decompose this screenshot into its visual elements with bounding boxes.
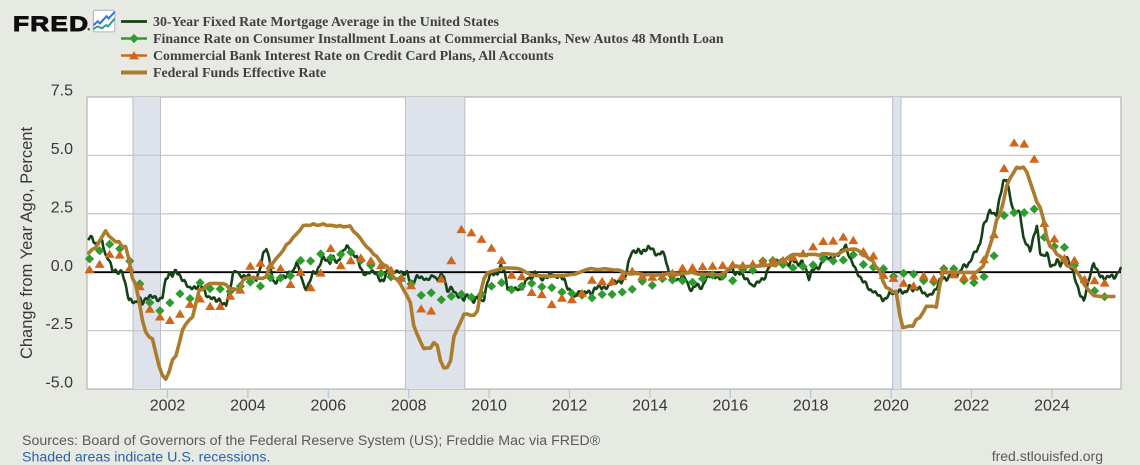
svg-text:-2.5: -2.5 — [45, 316, 73, 333]
svg-text:30-Year Fixed Rate Mortgage Av: 30-Year Fixed Rate Mortgage Average in t… — [153, 15, 499, 30]
svg-text:0.0: 0.0 — [51, 258, 73, 275]
svg-text:2020: 2020 — [873, 398, 909, 415]
svg-text:5.0: 5.0 — [51, 141, 73, 158]
svg-text:2004: 2004 — [230, 398, 266, 415]
svg-text:2008: 2008 — [391, 398, 427, 415]
svg-text:-5.0: -5.0 — [45, 375, 73, 392]
svg-text:2016: 2016 — [713, 398, 749, 415]
svg-text:Sources: Board of Governors of: Sources: Board of Governors of the Feder… — [22, 433, 601, 449]
svg-text:2024: 2024 — [1034, 398, 1070, 415]
svg-text:2006: 2006 — [311, 398, 347, 415]
svg-text:2022: 2022 — [954, 398, 990, 415]
svg-text:fred.stlouisfed.org: fred.stlouisfed.org — [992, 448, 1103, 464]
svg-text:Change from Year Ago, Percent: Change from Year Ago, Percent — [18, 127, 36, 359]
svg-text:Shaded areas indicate U.S. rec: Shaded areas indicate U.S. recessions. — [22, 450, 270, 465]
svg-text:2018: 2018 — [793, 398, 829, 415]
svg-text:Finance Rate on Consumer Insta: Finance Rate on Consumer Installment Loa… — [153, 32, 724, 47]
svg-text:2010: 2010 — [471, 398, 507, 415]
svg-text:FRED: FRED — [13, 12, 89, 36]
svg-text:2014: 2014 — [632, 398, 668, 415]
svg-text:2012: 2012 — [552, 398, 588, 415]
svg-text:Federal Funds Effective Rate: Federal Funds Effective Rate — [153, 66, 326, 81]
svg-text:2002: 2002 — [150, 398, 186, 415]
svg-text:Commercial Bank Interest Rate: Commercial Bank Interest Rate on Credit … — [153, 49, 554, 64]
svg-text:2.5: 2.5 — [51, 199, 73, 216]
svg-text:7.5: 7.5 — [51, 83, 73, 100]
